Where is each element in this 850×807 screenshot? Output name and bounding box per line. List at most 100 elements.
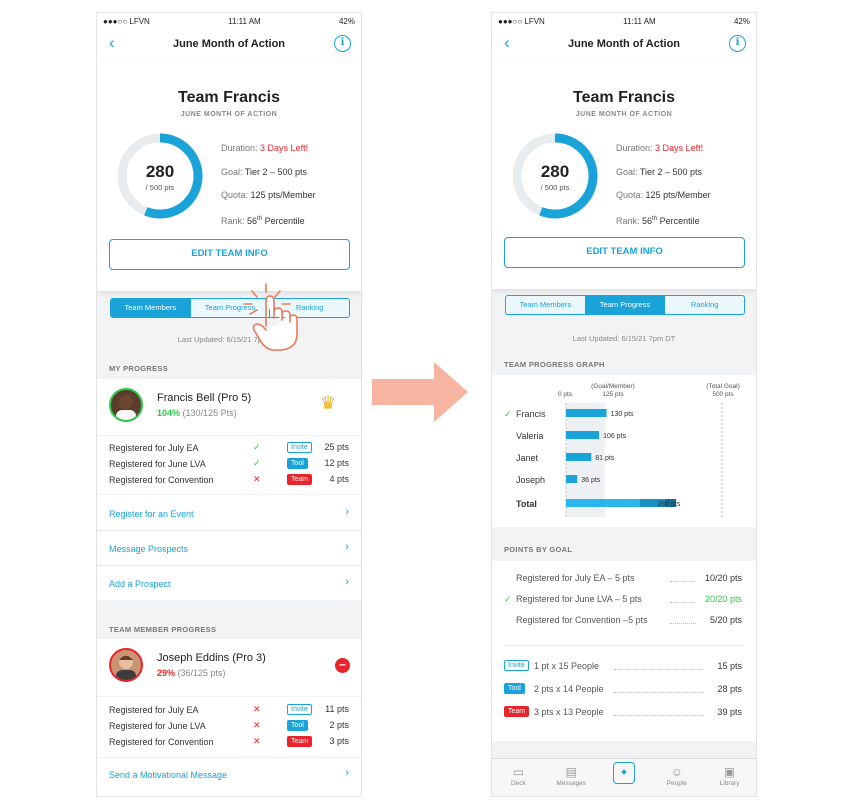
x-icon: ✕ xyxy=(253,474,261,484)
bar-francis xyxy=(566,409,607,417)
battery: 42% xyxy=(733,16,750,26)
team-summary-card: Team Francis JUNE MONTH OF ACTION 280 / … xyxy=(492,59,756,289)
register-event-link[interactable]: Register for an Event xyxy=(109,509,194,519)
tab-team-progress[interactable]: Team Progress xyxy=(585,296,666,314)
tab-ranking[interactable]: Ranking xyxy=(295,303,324,312)
crown-icon: ♛ xyxy=(320,393,337,413)
total-bar-segment xyxy=(606,499,640,507)
axis-zero-label: 0 pts xyxy=(557,391,573,398)
team-subtitle: JUNE MONTH OF ACTION xyxy=(575,111,673,118)
dotted-leader xyxy=(614,692,704,693)
goal-row: Goal: Tier 2 – 500 pts xyxy=(221,166,308,177)
dotted-leader xyxy=(614,669,704,670)
back-icon[interactable]: ‹ xyxy=(504,33,510,52)
activity-label: Registered for Convention xyxy=(109,737,214,747)
team-badge: Team xyxy=(504,706,530,717)
back-icon[interactable]: ‹ xyxy=(109,33,115,52)
points-value: 280 xyxy=(540,162,570,181)
check-icon: ✓ xyxy=(504,594,512,604)
tool-badge: Tool xyxy=(287,720,308,731)
bar-label-valeria: Valeria xyxy=(516,431,543,441)
last-updated: Last Updated: 6/15/21 7pm DT xyxy=(177,335,281,344)
tab-people[interactable]: ☺ People xyxy=(650,759,703,796)
activity-label: Registered for Convention xyxy=(109,475,214,485)
check-icon: ✓ xyxy=(253,458,261,468)
member-percent: 104% (130/125 Pts) xyxy=(157,408,237,418)
avatar xyxy=(109,388,143,422)
dotted-leader xyxy=(670,581,696,582)
page-title: June Month of Action xyxy=(172,38,286,50)
bar-valeria xyxy=(566,431,600,439)
status-bar: ●●●○○ LFVN 11:11 AM 42% xyxy=(492,13,756,29)
check-icon: ✓ xyxy=(504,409,512,419)
activity-points: 25 pts xyxy=(324,442,349,452)
points-by-goal-list: Registered for July EA – 5 pts 10/20 pts ✓… xyxy=(492,561,756,741)
chevron-right-icon[interactable]: › xyxy=(345,506,349,518)
tab-messages[interactable]: ▤ Messages xyxy=(545,759,598,796)
goal-label: Registered for July EA – 5 pts xyxy=(516,573,635,583)
minus-icon[interactable]: – xyxy=(335,658,350,673)
divider xyxy=(504,645,744,646)
chevron-right-icon[interactable]: › xyxy=(345,541,349,553)
send-motivational-message-link[interactable]: Send a Motivational Message xyxy=(109,770,228,780)
x-icon: ✕ xyxy=(253,736,261,746)
rank-row: Rank: 56th Percentile xyxy=(221,215,305,226)
divider xyxy=(97,530,361,531)
chevron-right-icon[interactable]: › xyxy=(345,767,349,779)
team-stats: Duration: 3 Days Left! Goal: Tier 2 – 50… xyxy=(221,137,316,233)
chevron-right-icon[interactable]: › xyxy=(345,576,349,588)
info-icon[interactable]: i xyxy=(729,35,746,52)
team-subtitle: JUNE MONTH OF ACTION xyxy=(180,111,278,118)
tab-team-members[interactable]: Team Members xyxy=(111,299,191,317)
total-bar-segment xyxy=(664,499,677,507)
x-icon: ✕ xyxy=(253,704,261,714)
activity-points: 3 pts xyxy=(329,736,349,746)
goal-value: 20/20 pts xyxy=(704,594,742,604)
team-summary-card: Team Francis JUNE MONTH OF ACTION 280 / … xyxy=(97,59,361,291)
rank-row: Rank: 56th Percentile xyxy=(616,215,700,226)
type-label: 2 pts x 14 People xyxy=(534,684,604,694)
points-by-goal-header: POINTS BY GOAL xyxy=(504,545,573,554)
goal-label: Registered for Convention –5 pts xyxy=(516,615,648,625)
tab-team-members[interactable]: Team Members xyxy=(506,296,586,314)
add-prospect-link[interactable]: Add a Prospect xyxy=(109,579,171,589)
library-icon: ▣ xyxy=(723,765,736,779)
team-name: Team Francis xyxy=(178,89,280,106)
bar-value-label: 106 pts xyxy=(603,433,626,440)
bar-label-joseph: Joseph xyxy=(516,475,545,485)
invite-badge: Invite xyxy=(287,442,312,453)
goal-label: Registered for June LVA – 5 pts xyxy=(516,594,642,604)
message-prospects-link[interactable]: Message Prospects xyxy=(109,544,189,554)
progress-ring xyxy=(512,133,598,219)
action-links: Register for an Event › Message Prospect… xyxy=(97,495,361,600)
member-percent: 29% (36/125 pts) xyxy=(157,668,226,678)
bar-label-janet: Janet xyxy=(516,453,539,463)
carrier: ●●●○○ LFVN xyxy=(498,16,545,26)
tab-ranking[interactable]: Ranking xyxy=(690,300,719,309)
bar-label-total: Total xyxy=(516,499,537,509)
carrier: ●●●○○ LFVN xyxy=(103,16,150,26)
bar-value-label: 81 pts xyxy=(595,455,615,462)
team-stats: Duration: 3 Days Left! Goal: Tier 2 – 50… xyxy=(616,137,711,233)
type-value: 39 pts xyxy=(717,707,742,717)
activity-points: 2 pts xyxy=(329,720,349,730)
goal-row: Goal: Tier 2 – 500 pts xyxy=(616,166,703,177)
motivation-row: Send a Motivational Message › xyxy=(97,758,361,796)
tab-deck[interactable]: ▭ Deck xyxy=(492,759,545,796)
points-value: 280 xyxy=(145,162,175,181)
edit-team-info-button[interactable]: EDIT TEAM INFO xyxy=(504,237,745,268)
edit-team-info-button[interactable]: EDIT TEAM INFO xyxy=(109,239,350,270)
my-progress-card: Francis Bell (Pro 5) 104% (130/125 Pts) … xyxy=(97,379,361,435)
invite-badge: Invite xyxy=(504,660,529,671)
info-icon[interactable]: i xyxy=(334,35,351,52)
clock: 11:11 AM xyxy=(623,16,656,26)
tab-library[interactable]: ▣ Library xyxy=(703,759,756,796)
quota-row: Quota: 125 pts/Member xyxy=(616,190,711,200)
quota-row: Quota: 125 pts/Member xyxy=(221,190,316,200)
my-progress-header: MY PROGRESS xyxy=(109,364,169,373)
tab-home[interactable]: ✦ xyxy=(598,759,651,796)
dotted-leader xyxy=(614,715,704,716)
bar-janet xyxy=(566,453,592,461)
bar-label-francis: Francis xyxy=(516,409,546,419)
battery: 42% xyxy=(338,16,355,26)
